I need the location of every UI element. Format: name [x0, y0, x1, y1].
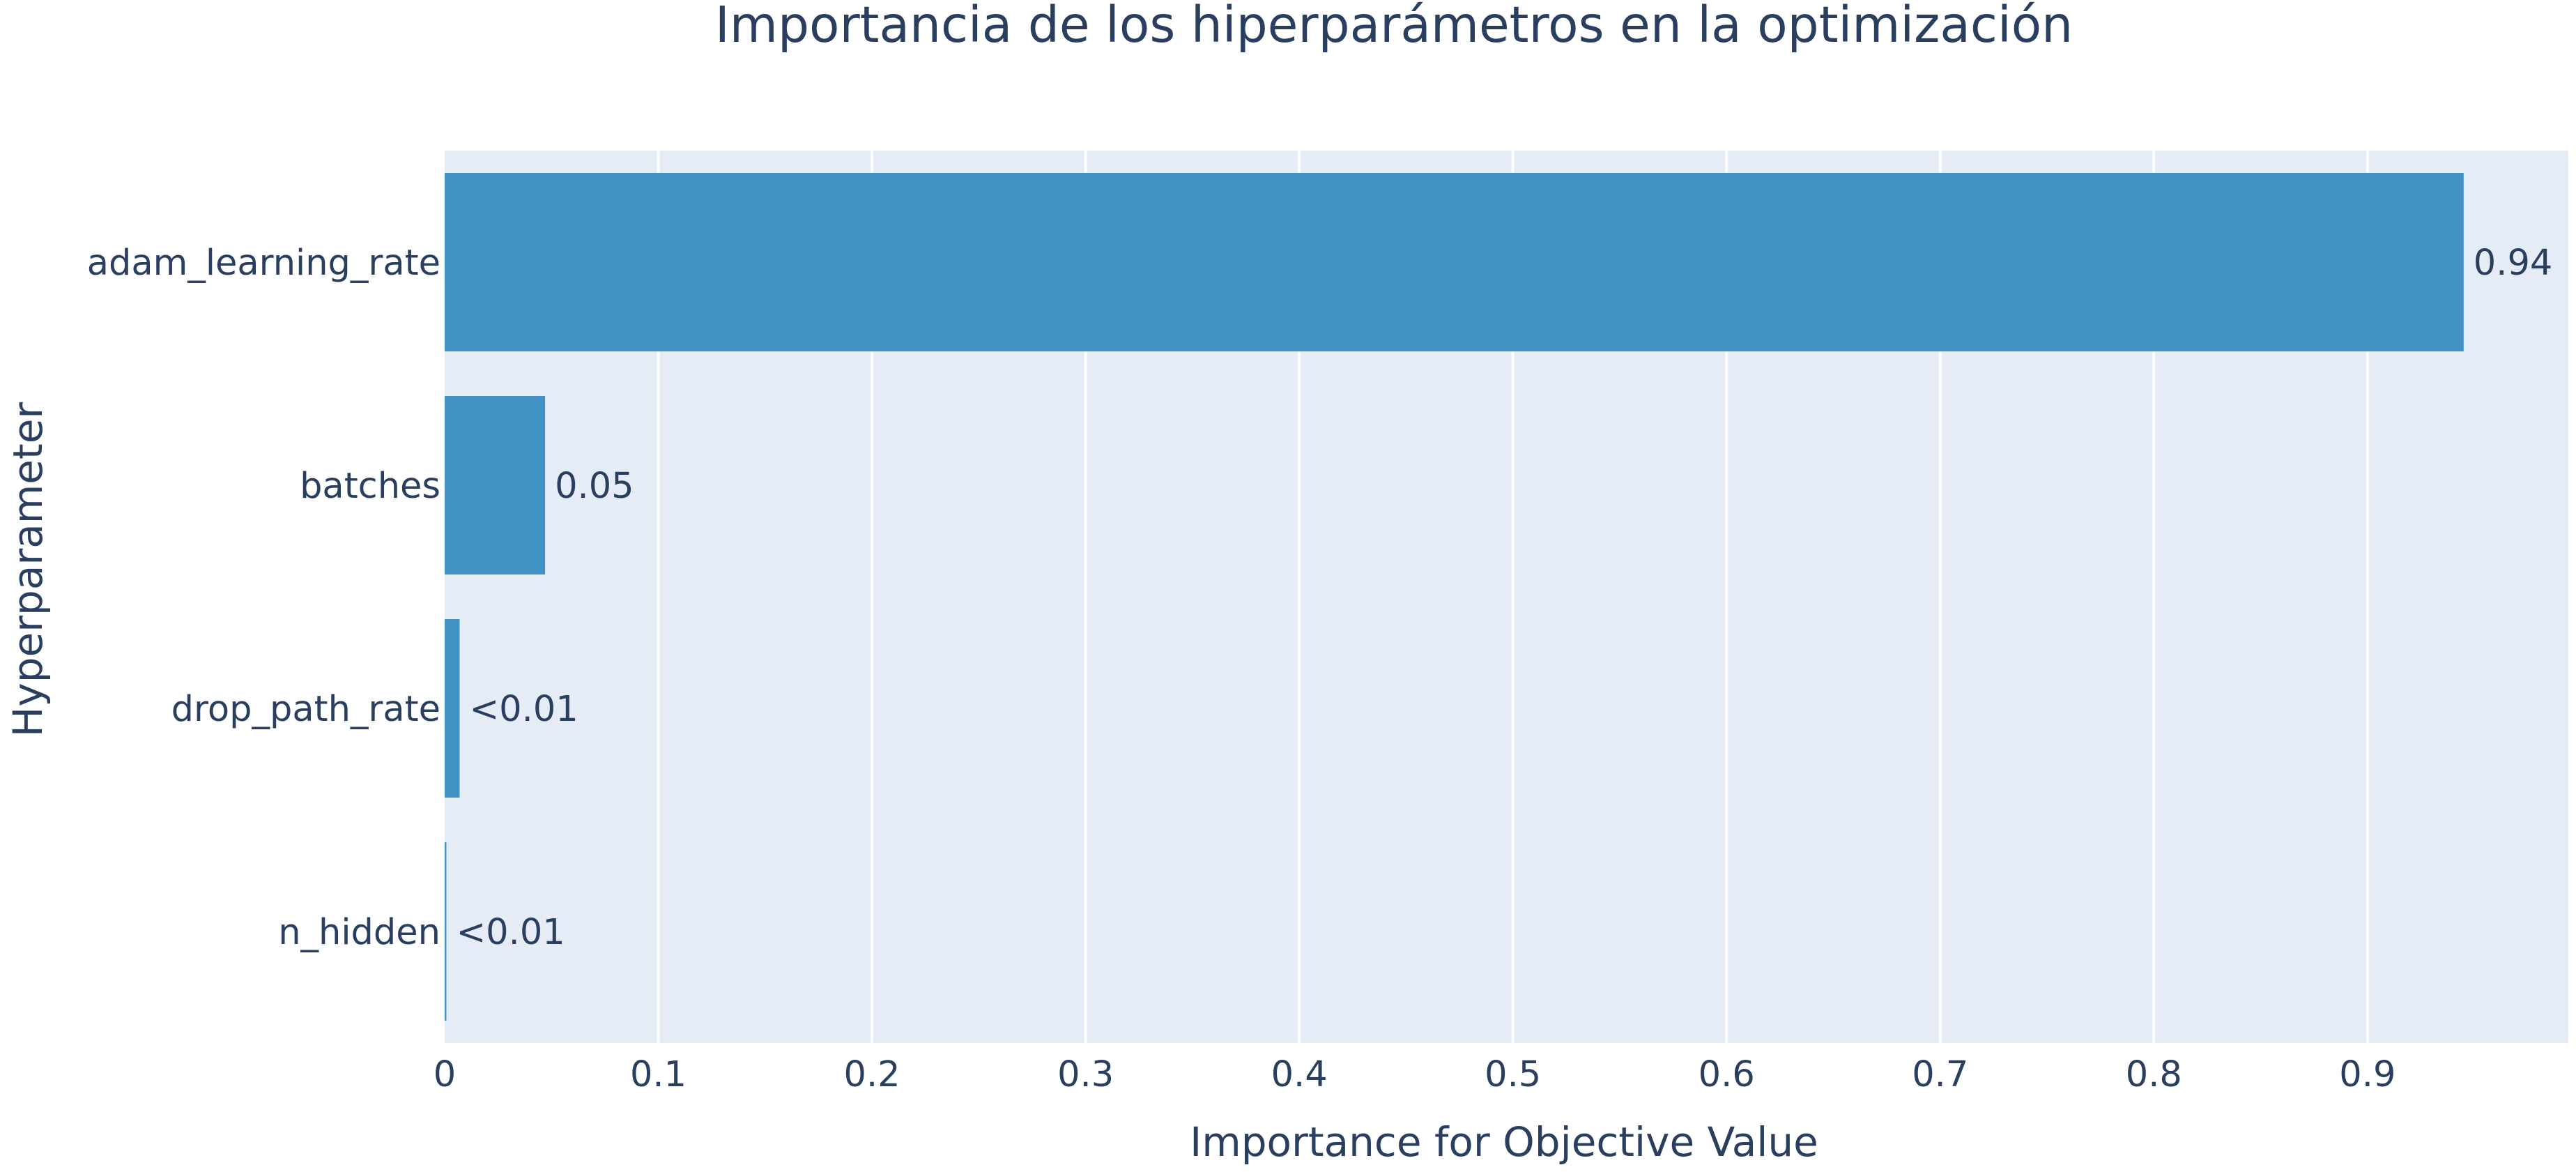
- x-tick-label: 0.3: [1057, 1054, 1114, 1095]
- y-tick-label: drop_path_rate: [171, 689, 440, 730]
- y-tick-label: batches: [300, 466, 440, 507]
- y-axis-title: Hyperparameter: [4, 402, 52, 738]
- x-tick-label: 0: [434, 1054, 456, 1095]
- x-tick-label: 0.5: [1485, 1054, 1541, 1095]
- x-tick-label: 0.8: [2126, 1054, 2182, 1095]
- x-tick-label: 0.7: [1912, 1054, 1968, 1095]
- x-tick-label: 0.1: [630, 1054, 687, 1095]
- data-label-batches: 0.05: [555, 466, 634, 507]
- data-label-n_hidden: <0.01: [456, 912, 565, 953]
- bar-drop_path_rate[interactable]: [445, 619, 460, 798]
- data-label-adam_learning_rate: 0.94: [2474, 243, 2553, 284]
- data-labels: 0.94 0.05 <0.01 <0.01: [456, 243, 2552, 953]
- bar-batches[interactable]: [445, 396, 546, 574]
- bar-n_hidden[interactable]: [445, 842, 447, 1021]
- x-tick-label: 0.2: [844, 1054, 900, 1095]
- x-tick-label: 0.4: [1271, 1054, 1328, 1095]
- x-tick-label: 0.6: [1699, 1054, 1755, 1095]
- x-axis-title: Importance for Objective Value: [1190, 1118, 1818, 1166]
- y-tick-label: adam_learning_rate: [87, 243, 440, 284]
- x-tick-label: 0.9: [2339, 1054, 2395, 1095]
- bars: [445, 173, 2464, 1021]
- chart-title: Importancia de los hiperparámetros en la…: [715, 0, 2073, 54]
- bar-adam_learning_rate[interactable]: [445, 173, 2464, 351]
- x-axis-ticks: 0 0.1 0.2 0.3 0.4 0.5 0.6 0.7 0.8 0.9: [434, 1054, 2396, 1095]
- y-tick-label: n_hidden: [278, 912, 440, 953]
- data-label-drop_path_rate: <0.01: [469, 689, 578, 730]
